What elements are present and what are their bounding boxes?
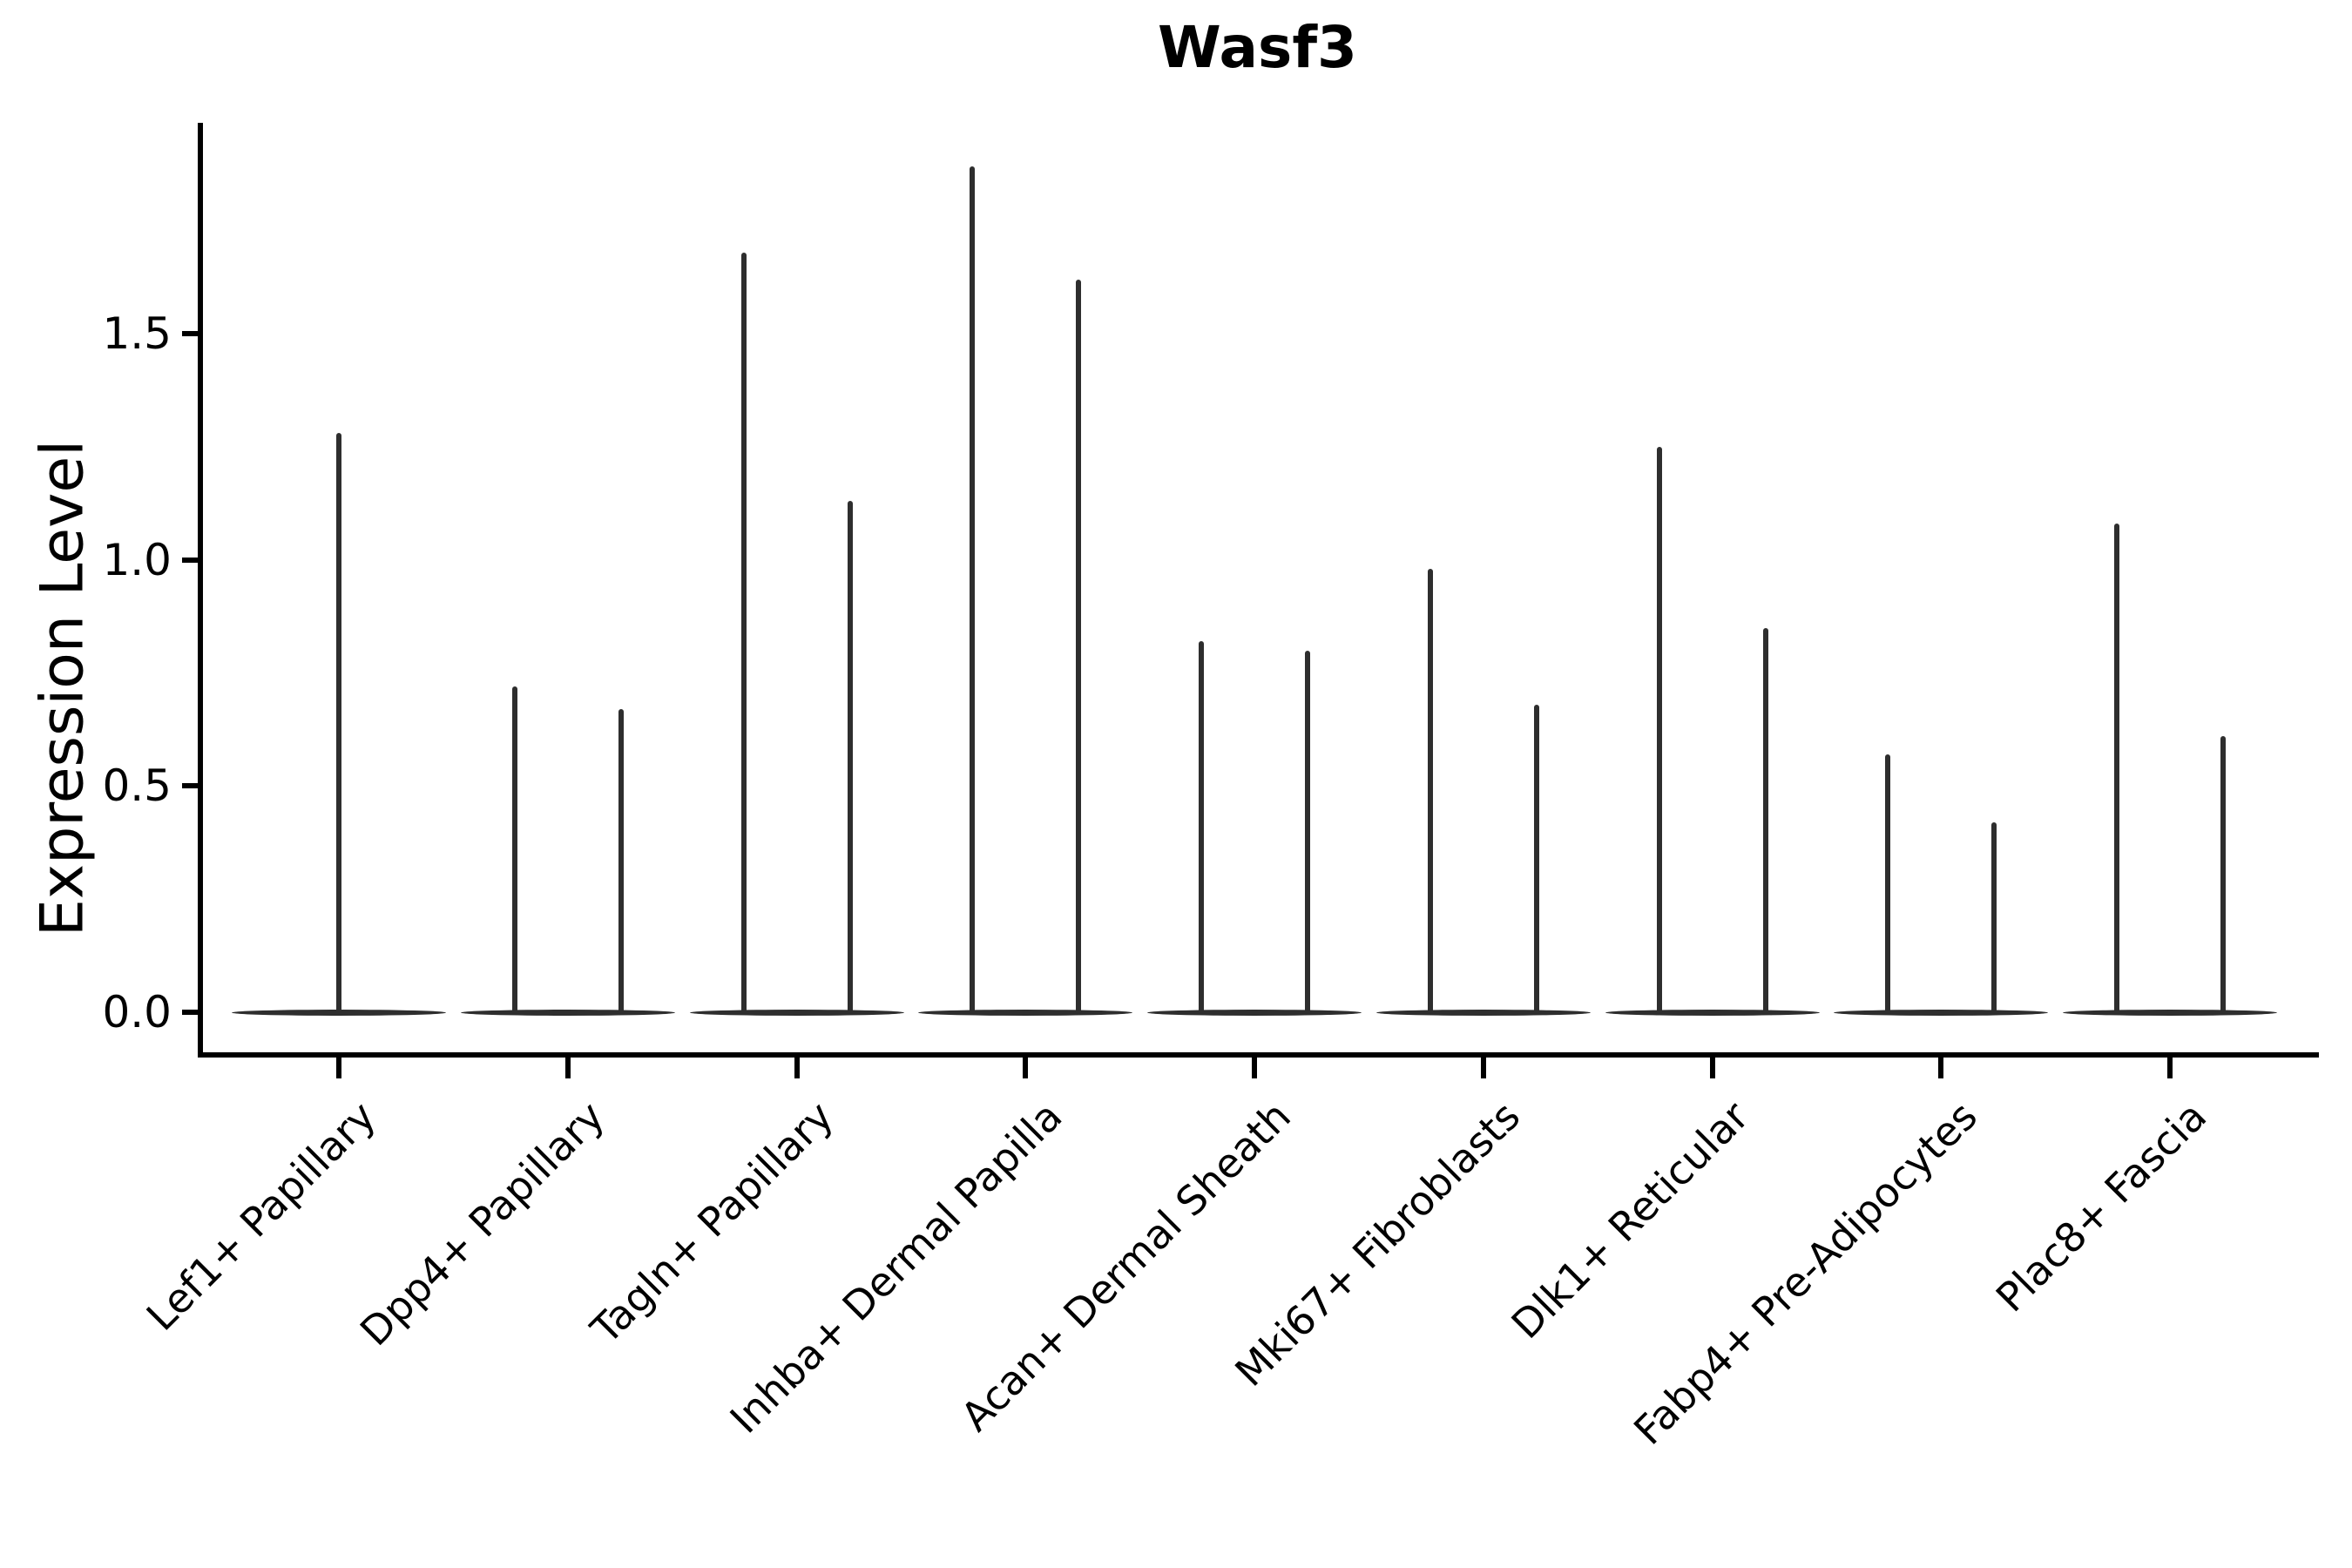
violin-spike [618, 709, 624, 1014]
x-axis-spine [198, 1052, 2319, 1058]
violin-spike [970, 166, 976, 1014]
x-tick-mark [1252, 1058, 1257, 1078]
x-tick-mark [1023, 1058, 1029, 1078]
y-axis-label: Expression Level [28, 439, 98, 937]
x-tick-mark [564, 1058, 571, 1078]
plot-title: Wasf3 [1158, 14, 1357, 81]
x-category-label: Plac8+ Fascia [1986, 1092, 2216, 1321]
x-tick-mark [1938, 1058, 1944, 1078]
x-category-label: Tagln+ Papillary [581, 1092, 842, 1353]
violin-base [460, 1010, 675, 1016]
violin-spike [1885, 754, 1891, 1014]
violin-base [1834, 1010, 2049, 1016]
y-tick-mark [182, 557, 198, 563]
y-tick-label: 0.0 [102, 987, 172, 1037]
x-tick-mark [336, 1058, 341, 1078]
x-category-label: Dlk1+ Reticular [1502, 1092, 1758, 1348]
x-tick-mark [1480, 1058, 1486, 1078]
violin-spike [511, 686, 517, 1014]
violin-spike [2220, 736, 2226, 1014]
violin-base [1375, 1010, 1591, 1016]
violin-base [918, 1010, 1133, 1016]
violin-spike [1991, 821, 1997, 1014]
violin-spike [1656, 446, 1662, 1014]
violin-spike [1076, 279, 1082, 1014]
x-tick-mark [1709, 1058, 1715, 1078]
y-tick-label: 1.5 [102, 308, 172, 360]
violin-spike [1305, 650, 1310, 1014]
y-axis-spine [198, 123, 203, 1058]
violin-base [2063, 1010, 2277, 1016]
violin-spike [847, 501, 853, 1014]
violin-spike [1533, 704, 1539, 1014]
y-tick-mark [182, 783, 198, 789]
violin-spike [1199, 641, 1204, 1014]
x-tick-mark [794, 1058, 800, 1078]
violin-spike [2114, 524, 2119, 1014]
violin-base [1605, 1010, 1820, 1016]
violin-spike [1762, 627, 1768, 1014]
x-tick-mark [2167, 1058, 2173, 1078]
violin-base [689, 1010, 904, 1016]
violin-spike [1427, 569, 1433, 1014]
y-tick-mark [182, 331, 198, 337]
x-category-label: Dpp4+ Papillary [350, 1092, 613, 1355]
y-tick-label: 1.0 [102, 534, 172, 585]
violin-spike [336, 433, 341, 1014]
x-category-label: Lef1+ Papillary [137, 1092, 385, 1340]
violin-base [1147, 1010, 1362, 1016]
y-tick-label: 0.5 [102, 760, 172, 812]
y-tick-mark [182, 1010, 198, 1015]
violin-spike [740, 252, 747, 1014]
